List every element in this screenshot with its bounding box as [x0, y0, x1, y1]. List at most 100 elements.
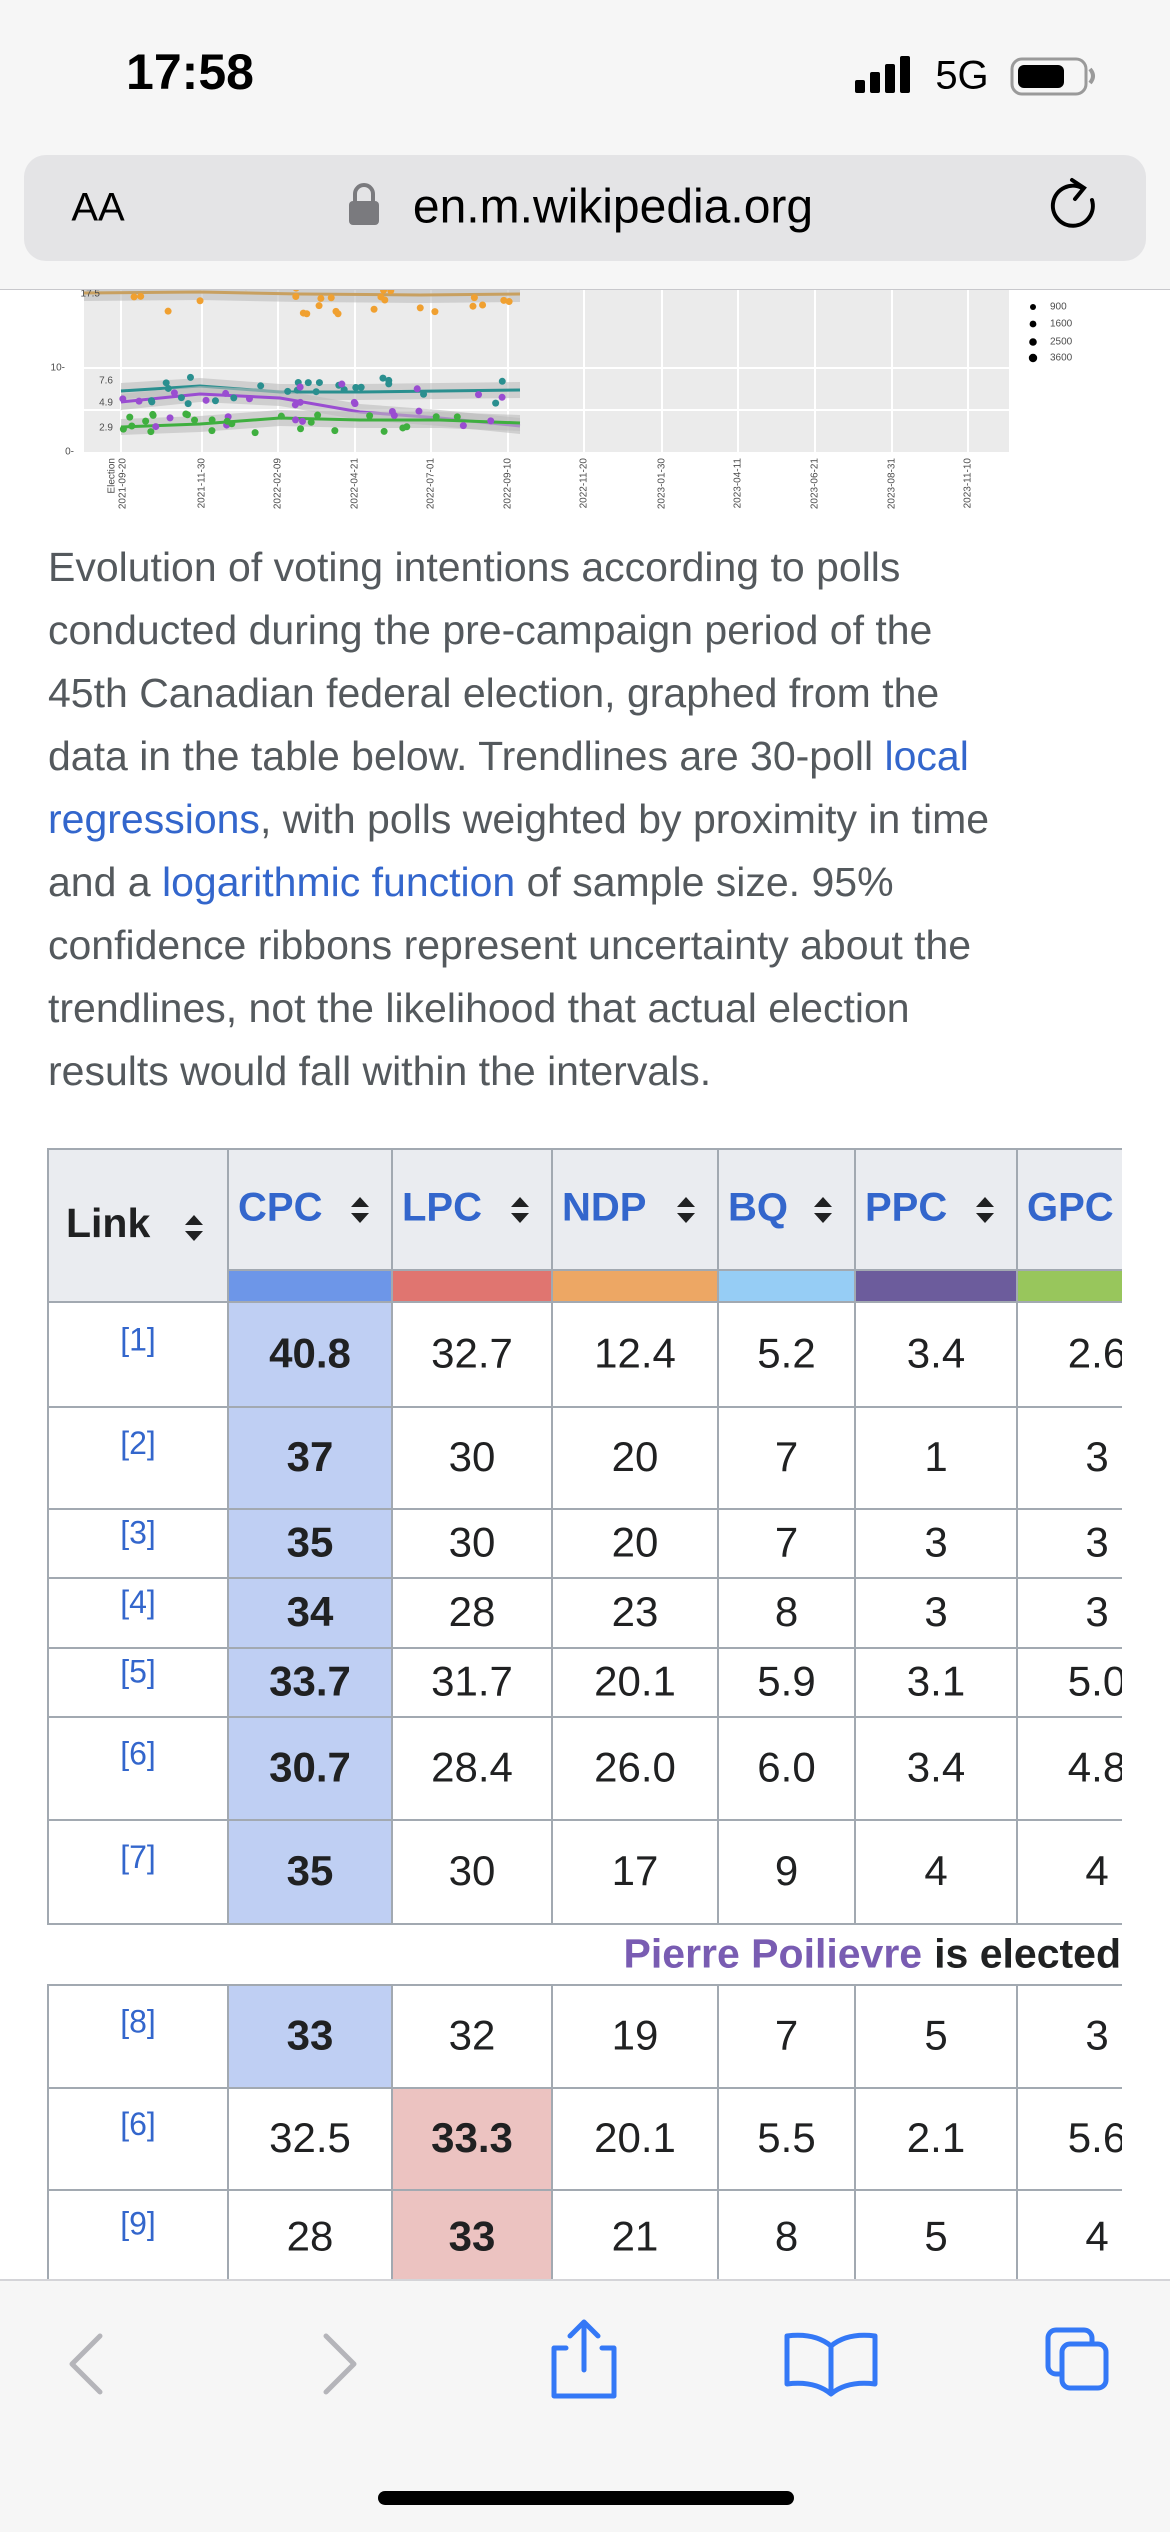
legend-dot	[1029, 320, 1037, 328]
value-cell	[551, 1508, 719, 1579]
poll-dot	[149, 411, 157, 419]
caption-link[interactable]: regressions	[48, 796, 260, 842]
poll-dot	[245, 395, 253, 403]
address-bar[interactable]	[24, 155, 1146, 261]
forward-button[interactable]	[323, 2333, 357, 2395]
share-button[interactable]	[551, 2319, 617, 2399]
legend-dot	[1029, 338, 1037, 346]
column-header[interactable]: PPC	[865, 1186, 947, 1230]
sort-button[interactable]	[976, 1197, 994, 1223]
column-header[interactable]: BQ	[728, 1186, 788, 1230]
caption-link[interactable]: logarithmic function	[162, 859, 515, 905]
sort-button[interactable]	[677, 1197, 695, 1223]
ribbon	[121, 410, 520, 435]
back-button[interactable]	[69, 2333, 103, 2395]
column-header[interactable]: CPC	[238, 1186, 322, 1230]
sort-button[interactable]	[814, 1197, 832, 1223]
link-cell	[47, 2087, 229, 2191]
sort-button[interactable]	[1139, 1197, 1157, 1223]
poll-dot	[164, 384, 172, 392]
poll-dot	[230, 394, 238, 402]
column-header[interactable]: GPC	[1027, 1186, 1114, 1230]
poll-value: 3.1	[907, 1658, 965, 1705]
poll-dot	[304, 379, 312, 387]
reference-link[interactable]: [3]	[120, 1515, 156, 1551]
y-tick-label: 0-	[65, 447, 74, 458]
url[interactable]: en.m.wikipedia.org	[413, 181, 813, 234]
poll-dot	[119, 395, 127, 403]
poll-value: 5.6	[1068, 2114, 1126, 2161]
link-cell	[47, 1301, 229, 1408]
poll-dot	[245, 290, 247, 291]
caption-text: Evolution of voting intentions according…	[48, 544, 900, 590]
reference-link[interactable]: [6]	[120, 2106, 156, 2142]
leading-cell	[391, 2189, 553, 2280]
poll-dot	[415, 407, 423, 415]
reference-link[interactable]: [4]	[120, 1584, 156, 1620]
poll-value: 5.2	[757, 1330, 815, 1377]
bookmarks-button[interactable]	[784, 2332, 878, 2397]
tabs-button[interactable]	[1045, 2327, 1109, 2391]
announcement-text: is elected	[934, 1930, 1121, 1976]
trend-value-label: 17.5	[81, 289, 101, 300]
signal-icon	[855, 56, 910, 93]
poll-dot	[299, 417, 307, 425]
text-size-button[interactable]: AA	[71, 186, 125, 230]
column-header: Link	[66, 1200, 150, 1246]
reference-link[interactable]: [8]	[120, 2004, 156, 2040]
value-cell	[1016, 1716, 1122, 1821]
battery-icon	[1010, 57, 1095, 96]
poll-dot	[211, 397, 219, 405]
reference-link[interactable]: [6]	[120, 1736, 156, 1772]
reference-link[interactable]: [7]	[120, 1839, 156, 1875]
reference-link[interactable]: [9]	[120, 2206, 156, 2242]
poll-value: 5	[924, 2012, 947, 2059]
poll-value: 4	[1085, 2213, 1108, 2260]
poll-dot	[505, 298, 513, 306]
poll-dot	[387, 290, 395, 295]
value-cell	[551, 1819, 719, 1925]
poll-dot	[119, 425, 127, 433]
sort-button[interactable]	[511, 1197, 529, 1223]
poll-value: 33.3	[431, 2114, 513, 2161]
poll-dot	[126, 413, 134, 421]
reference-link[interactable]: [2]	[120, 1425, 156, 1461]
value-cell	[227, 2087, 393, 2191]
caption-text: trendlines, not the likelihood that actu…	[48, 985, 910, 1031]
caption-text: of sample size. 95%	[515, 859, 893, 905]
poll-dot	[208, 427, 216, 435]
caption-line: data in the table below. Trendlines are …	[48, 733, 969, 779]
value-cell	[1016, 1406, 1122, 1510]
poll-value: 37	[287, 1433, 334, 1480]
header-cell	[717, 1148, 856, 1271]
poll-value: 4.8	[1068, 1744, 1126, 1791]
announcement-link[interactable]: Pierre Poilievre	[624, 1930, 923, 1976]
chart-image: 10- 0- 17.5 7.6 4.9 2.9 Election 2021-09-20 2021…	[0, 289, 1170, 520]
legend-label: 900	[1050, 302, 1067, 313]
sort-button[interactable]	[185, 1215, 203, 1241]
sort-button[interactable]	[351, 1197, 369, 1223]
poll-value: 5	[924, 2213, 947, 2260]
x-tick-label: 2021-11-30	[197, 458, 208, 509]
reference-link[interactable]: [1]	[120, 1321, 156, 1357]
poll-value: 3.4	[907, 1744, 965, 1791]
poll-dot	[469, 302, 477, 310]
poll-value: 2.6	[1068, 1330, 1126, 1377]
poll-value: 8	[775, 1588, 798, 1635]
link-cell	[47, 1716, 229, 1821]
network-label: 5G	[935, 54, 988, 98]
caption-text: confidence ribbons represent uncertainty…	[48, 922, 971, 968]
column-header[interactable]: NDP	[562, 1186, 646, 1230]
poll-dot	[431, 308, 439, 316]
value-cell	[854, 1508, 1018, 1579]
column-header[interactable]: LPC	[402, 1186, 482, 1230]
poll-dot	[390, 411, 398, 419]
caption-text: data in the table below. Trendlines are …	[48, 733, 885, 779]
poll-dot	[222, 389, 230, 397]
trend-value-label: 2.9	[99, 423, 113, 434]
caption-text: results would fall within the intervals.	[48, 1048, 711, 1094]
poll-dot	[470, 294, 478, 302]
caption-link[interactable]: local	[885, 733, 969, 779]
reference-link[interactable]: [5]	[120, 1654, 156, 1690]
reload-button[interactable]	[1050, 178, 1095, 228]
